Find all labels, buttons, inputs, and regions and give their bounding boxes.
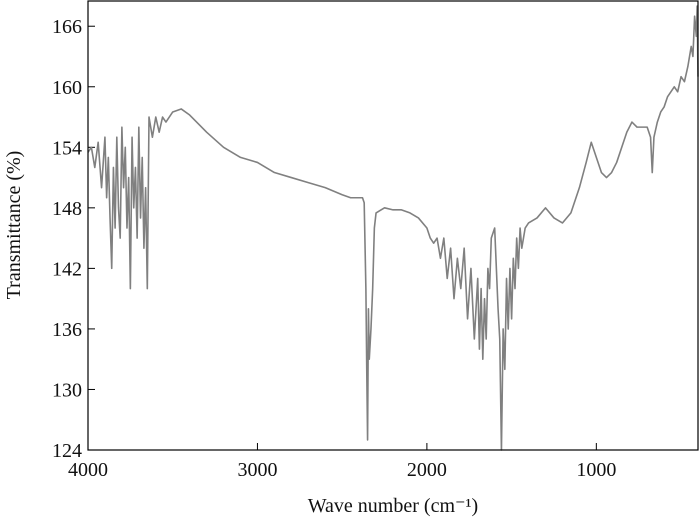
y-axis-title: Transmittance (%) <box>3 151 25 300</box>
y-tick-label: 160 <box>52 77 82 99</box>
x-tick-label: 2000 <box>407 459 447 481</box>
y-tick-label: 166 <box>52 16 82 38</box>
x-tick-label: 3000 <box>237 459 277 481</box>
x-axis-title: Wave number (cm⁻¹) <box>308 495 478 517</box>
y-tick-label: 130 <box>52 379 82 401</box>
y-tick-label: 154 <box>52 137 82 159</box>
plot-frame <box>87 0 699 451</box>
spectrum-line <box>87 5 699 451</box>
x-tick-label: 4000 <box>68 459 108 481</box>
y-tick-label: 142 <box>52 258 82 280</box>
y-tick-label: 124 <box>52 440 82 462</box>
y-tick-label: 136 <box>52 319 82 341</box>
y-tick-label: 148 <box>52 198 82 220</box>
x-tick-label: 1000 <box>576 459 616 481</box>
